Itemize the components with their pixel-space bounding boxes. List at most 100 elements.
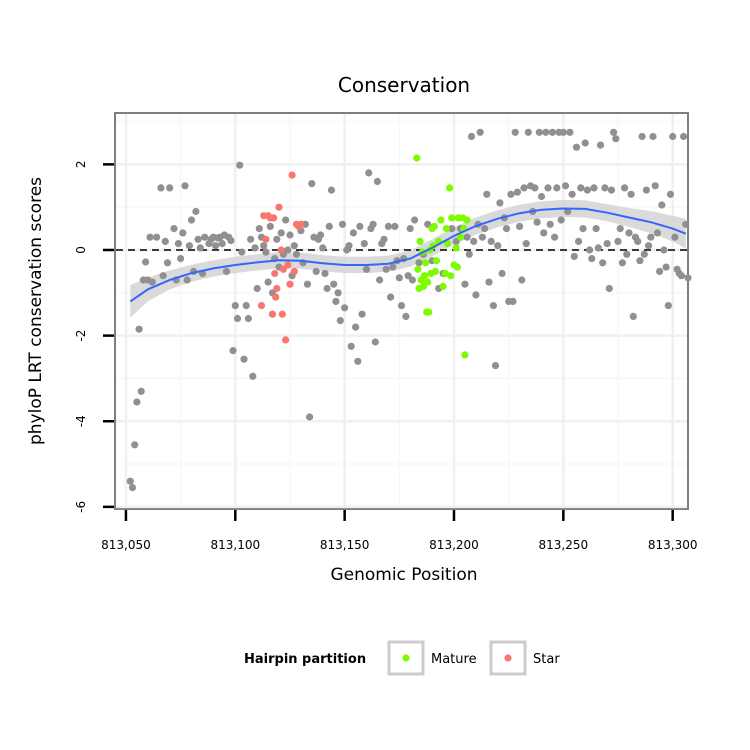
point-other [621, 184, 629, 192]
point-other [319, 244, 327, 252]
point-other [133, 398, 141, 406]
point-other [218, 240, 226, 248]
point-other [382, 265, 390, 273]
point-mature [431, 267, 439, 275]
point-star [297, 220, 305, 228]
point-other [255, 225, 263, 233]
point-other [321, 269, 329, 278]
point-mature [414, 265, 422, 273]
point-other [590, 184, 598, 192]
smooth-line [129, 207, 687, 303]
point-other [533, 218, 541, 226]
point-other [568, 190, 576, 198]
point-other [282, 216, 290, 224]
smooth-line-layer [129, 207, 687, 303]
point-other [411, 216, 419, 224]
point-mature [461, 351, 469, 359]
point-other [476, 128, 484, 136]
point-other [266, 222, 274, 230]
point-other [236, 161, 244, 169]
point-other [251, 244, 259, 252]
point-other [157, 184, 165, 192]
point-other [325, 222, 333, 230]
point-other [677, 272, 686, 280]
x-axis-title: Genomic Position [330, 565, 477, 585]
legend-swatch-mature [402, 654, 410, 662]
point-other [583, 186, 592, 194]
point-other [599, 259, 607, 267]
point-other [636, 257, 644, 265]
point-other [682, 220, 690, 228]
point-other [244, 314, 252, 323]
x-tick-label: 813,250 [539, 538, 589, 552]
point-other [566, 128, 574, 136]
y-tick-label: -2 [74, 330, 88, 342]
x-axis: 813,050 813,100 813,150 813,200 813,250 813,3… [101, 510, 698, 552]
point-mature [442, 225, 450, 233]
point-mature [443, 240, 451, 248]
point-other [135, 325, 143, 333]
point-other [531, 184, 539, 192]
point-other [485, 278, 493, 286]
point-other [240, 355, 248, 363]
point-star [279, 265, 287, 273]
point-star [273, 284, 281, 293]
x-tick-label: 813,200 [429, 538, 479, 552]
point-other [170, 225, 178, 233]
point-mature [425, 308, 433, 316]
point-mature [439, 282, 447, 290]
point-star [257, 302, 266, 310]
point-other [177, 255, 185, 263]
y-tick-label: -4 [74, 415, 88, 427]
y-axis: -6 -4 -2 0 2 [74, 161, 114, 513]
point-other [629, 312, 637, 320]
point-mature [424, 278, 432, 286]
point-other [362, 265, 371, 273]
point-other [489, 302, 497, 310]
point-other [553, 184, 561, 192]
point-other [564, 207, 572, 216]
point-other [231, 302, 239, 310]
x-tick-label: 813,150 [320, 538, 370, 552]
point-other [384, 222, 392, 230]
point-other [229, 347, 237, 355]
point-other [181, 182, 189, 190]
x-tick-label: 813,300 [648, 538, 698, 552]
point-other [286, 231, 294, 239]
point-star [262, 235, 270, 243]
point-other [249, 372, 257, 380]
point-other [465, 250, 473, 258]
point-other [448, 225, 456, 233]
point-star [284, 261, 292, 269]
point-other [292, 250, 301, 258]
point-other [330, 280, 338, 288]
legend-label-star: Star [533, 652, 560, 667]
point-other [535, 128, 543, 136]
point-other [338, 220, 347, 228]
point-other [308, 180, 316, 188]
point-other [163, 259, 172, 267]
point-other [603, 240, 611, 248]
legend-title: Hairpin partition [244, 652, 366, 667]
point-other [507, 190, 515, 198]
point-other [369, 220, 377, 228]
point-star [278, 310, 286, 318]
point-other [557, 216, 565, 224]
point-other [575, 237, 583, 245]
point-mature [420, 272, 429, 280]
point-other [570, 252, 578, 260]
point-other [142, 258, 150, 266]
point-other [684, 274, 692, 282]
point-other [618, 259, 627, 267]
point-star [275, 203, 283, 211]
point-other [671, 233, 679, 241]
point-other [174, 240, 182, 248]
point-other [586, 246, 594, 254]
point-other [238, 248, 246, 256]
point-other [424, 220, 432, 228]
plot-area [114, 112, 692, 510]
point-other [509, 297, 517, 305]
point-other [607, 186, 616, 194]
point-other [312, 267, 320, 275]
point-other [284, 246, 292, 254]
